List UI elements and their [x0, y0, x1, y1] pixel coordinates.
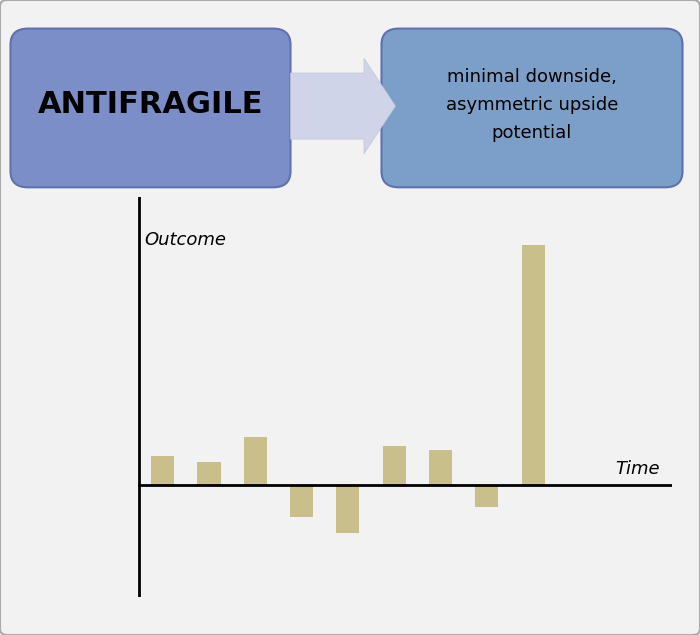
Bar: [522, 245, 545, 485]
Bar: [336, 485, 359, 533]
Bar: [429, 450, 452, 485]
Bar: [475, 485, 498, 507]
Bar: [383, 446, 406, 485]
Bar: [151, 456, 174, 485]
Bar: [244, 437, 267, 485]
Text: Time: Time: [615, 460, 660, 479]
Text: minimal downside,
asymmetric upside
potential: minimal downside, asymmetric upside pote…: [446, 68, 618, 142]
Text: Outcome: Outcome: [144, 231, 226, 250]
Bar: [197, 462, 220, 485]
Bar: [290, 485, 313, 517]
Text: ANTIFRAGILE: ANTIFRAGILE: [38, 90, 263, 119]
